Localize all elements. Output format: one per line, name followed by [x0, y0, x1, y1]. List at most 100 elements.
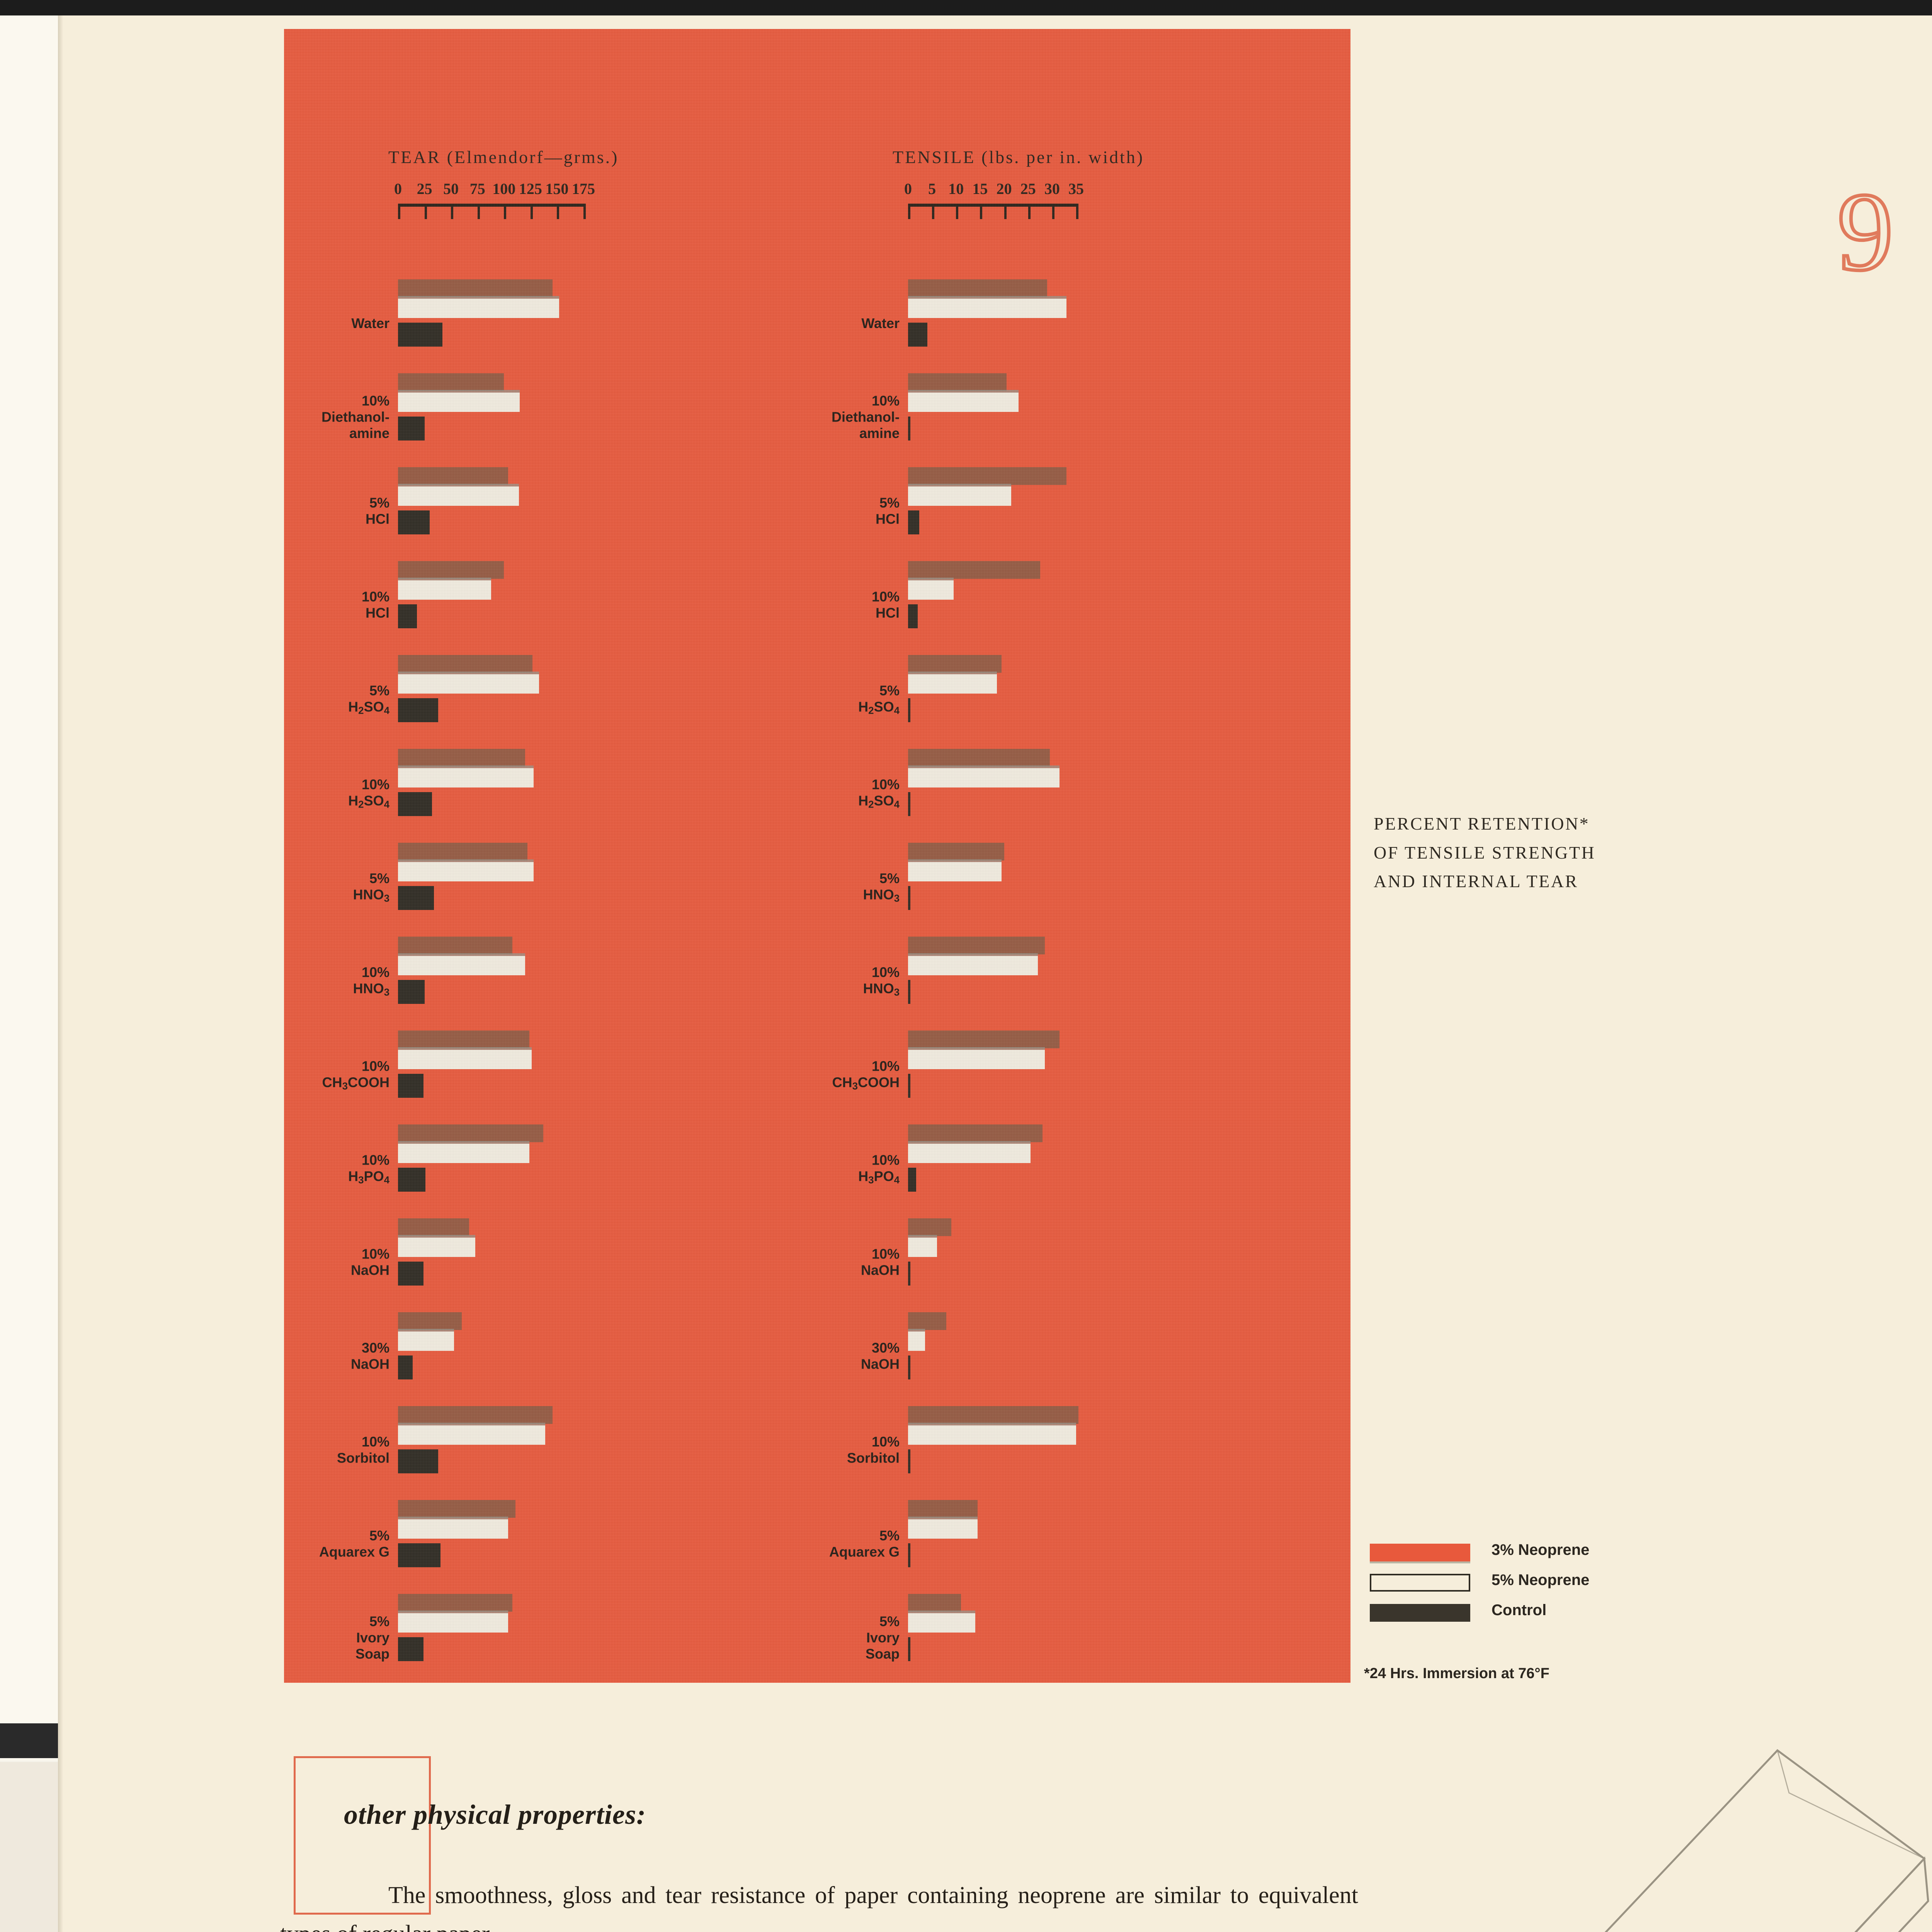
chart-row-bars	[908, 840, 1122, 934]
bar-control	[908, 510, 919, 534]
paper-laminate-illustration	[1604, 1749, 1929, 1932]
chart-row-bars	[908, 1591, 1122, 1685]
chart-row: 10% Diethanol-amine	[284, 370, 825, 464]
bar-control	[908, 980, 910, 1004]
bar-control	[908, 323, 927, 347]
chart-row-bars	[908, 652, 1122, 746]
chart-row: 10% Sorbitol	[798, 1403, 1339, 1497]
chart-row: 5% HNO3	[284, 840, 825, 934]
bar-control	[398, 980, 425, 1004]
axis-tick-label: 75	[469, 180, 485, 197]
bar-3-percent-neoprene	[908, 1031, 1060, 1048]
bar-5-percent-neoprene	[908, 1332, 925, 1351]
axis-tick	[1028, 204, 1031, 219]
chart-row: 10% H3PO4	[284, 1121, 825, 1215]
decorative-red-box	[294, 1756, 431, 1915]
chart-row: 10% H3PO4	[798, 1121, 1339, 1215]
bar-control	[908, 1543, 910, 1567]
chart-row-label: 5% Ivory Soap	[865, 1613, 900, 1662]
chart-row: 10% HCl	[798, 558, 1339, 652]
bar-5-percent-neoprene	[398, 1238, 476, 1257]
bar-control	[908, 1262, 910, 1286]
chart-row-label: 10% HNO3	[863, 964, 900, 998]
tear-axis-tick-labels: 0 25 50 75 100 125 150 175	[284, 180, 825, 197]
chart-row-label: 10% HCl	[361, 588, 389, 621]
bar-5-percent-neoprene	[398, 393, 520, 412]
bar-5-percent-neoprene	[908, 1519, 978, 1539]
chart-row: Water	[798, 276, 1339, 370]
chart-row: 30% NaOH	[798, 1309, 1339, 1403]
bar-3-percent-neoprene	[908, 467, 1067, 485]
chart-row: 5% HCl	[284, 464, 825, 558]
bar-3-percent-neoprene	[908, 843, 1004, 861]
underlying-page-edge-lower	[0, 1762, 62, 1932]
bar-5-percent-neoprene	[908, 1238, 937, 1257]
chart-row-bars	[398, 1215, 630, 1309]
retention-caption-line-1: PERCENT RETENTION*	[1374, 814, 1590, 833]
chart-row: 10% HCl	[284, 558, 825, 652]
chart-row-label: 10% CH3COOH	[832, 1058, 900, 1092]
bar-control	[908, 604, 918, 628]
tear-axis-line	[398, 204, 583, 207]
axis-tick	[504, 204, 507, 219]
bar-5-percent-neoprene	[908, 393, 1019, 412]
legend-swatch-5-percent-neoprene	[1370, 1574, 1470, 1592]
axis-tick-label: 125	[519, 180, 542, 197]
chart-row: 5% H2SO4	[284, 652, 825, 746]
bar-control	[398, 604, 417, 628]
retention-caption-line-2: OF TENSILE STRENGTH	[1374, 842, 1596, 862]
legend-label-5-percent-neoprene: 5% Neoprene	[1492, 1571, 1590, 1588]
chart-row-label: 10% CH3COOH	[322, 1058, 389, 1092]
bar-3-percent-neoprene	[398, 1312, 462, 1330]
chart-row-label: 5% HNO3	[863, 870, 900, 904]
axis-tick	[1076, 204, 1078, 219]
intro-paragraph: The smoothness, gloss and tear resistanc…	[280, 1876, 1358, 1932]
chart-row: 5% Aquarex G	[284, 1497, 825, 1591]
bar-3-percent-neoprene	[908, 1124, 1043, 1142]
chart-row: 5% H2SO4	[798, 652, 1339, 746]
chart-row-bars	[398, 934, 630, 1027]
chart-row-bars	[398, 652, 630, 746]
chart-row: Water	[284, 276, 825, 370]
retention-caption: PERCENT RETENTION* OF TENSILE STRENGTH A…	[1374, 810, 1799, 896]
bar-5-percent-neoprene	[398, 486, 519, 506]
chart-row-bars	[398, 1121, 630, 1215]
legend-label-control: Control	[1492, 1602, 1547, 1619]
chart-row: 10% NaOH	[798, 1215, 1339, 1309]
chart-row: 5% Ivory Soap	[798, 1591, 1339, 1685]
chart-row-bars	[398, 840, 630, 934]
chart-row-label: 5% HNO3	[353, 870, 389, 904]
axis-tick	[583, 204, 586, 219]
bar-3-percent-neoprene	[398, 467, 509, 485]
bar-control	[908, 1355, 910, 1379]
legend-swatch-3-percent-neoprene	[1370, 1544, 1470, 1561]
chart-row: 10% HNO3	[284, 934, 825, 1027]
chart-row-label: 10% Sorbitol	[847, 1434, 900, 1466]
chart-row: 10% NaOH	[284, 1215, 825, 1309]
chart-row-bars	[398, 1591, 630, 1685]
chart-row: 10% HNO3	[798, 934, 1339, 1027]
bar-5-percent-neoprene	[398, 768, 534, 787]
bar-control	[908, 792, 910, 816]
chart-row-bars	[908, 1403, 1122, 1497]
bar-5-percent-neoprene	[908, 1144, 1031, 1163]
tensile-chart-title: TENSILE (lbs. per in. width)	[893, 147, 1145, 167]
bar-3-percent-neoprene	[908, 373, 1007, 391]
bar-5-percent-neoprene	[908, 1425, 1076, 1445]
axis-tick	[477, 204, 480, 219]
chart-row: 10% CH3COOH	[798, 1027, 1339, 1121]
bar-5-percent-neoprene	[908, 486, 1012, 506]
chart-row-bars	[908, 370, 1122, 464]
axis-tick	[398, 204, 400, 219]
scan-edge-top	[0, 0, 1932, 15]
bar-control	[398, 1168, 426, 1192]
bar-5-percent-neoprene	[398, 1519, 509, 1539]
chart-row-label: 10% HCl	[871, 588, 900, 621]
axis-tick	[980, 204, 983, 219]
bar-control	[908, 698, 910, 722]
legend-item: 3% Neoprene	[1370, 1540, 1718, 1570]
bar-3-percent-neoprene	[398, 1500, 516, 1518]
chart-row: 5% HCl	[798, 464, 1339, 558]
bar-control	[398, 886, 434, 910]
axis-tick-label: 0	[394, 180, 402, 197]
